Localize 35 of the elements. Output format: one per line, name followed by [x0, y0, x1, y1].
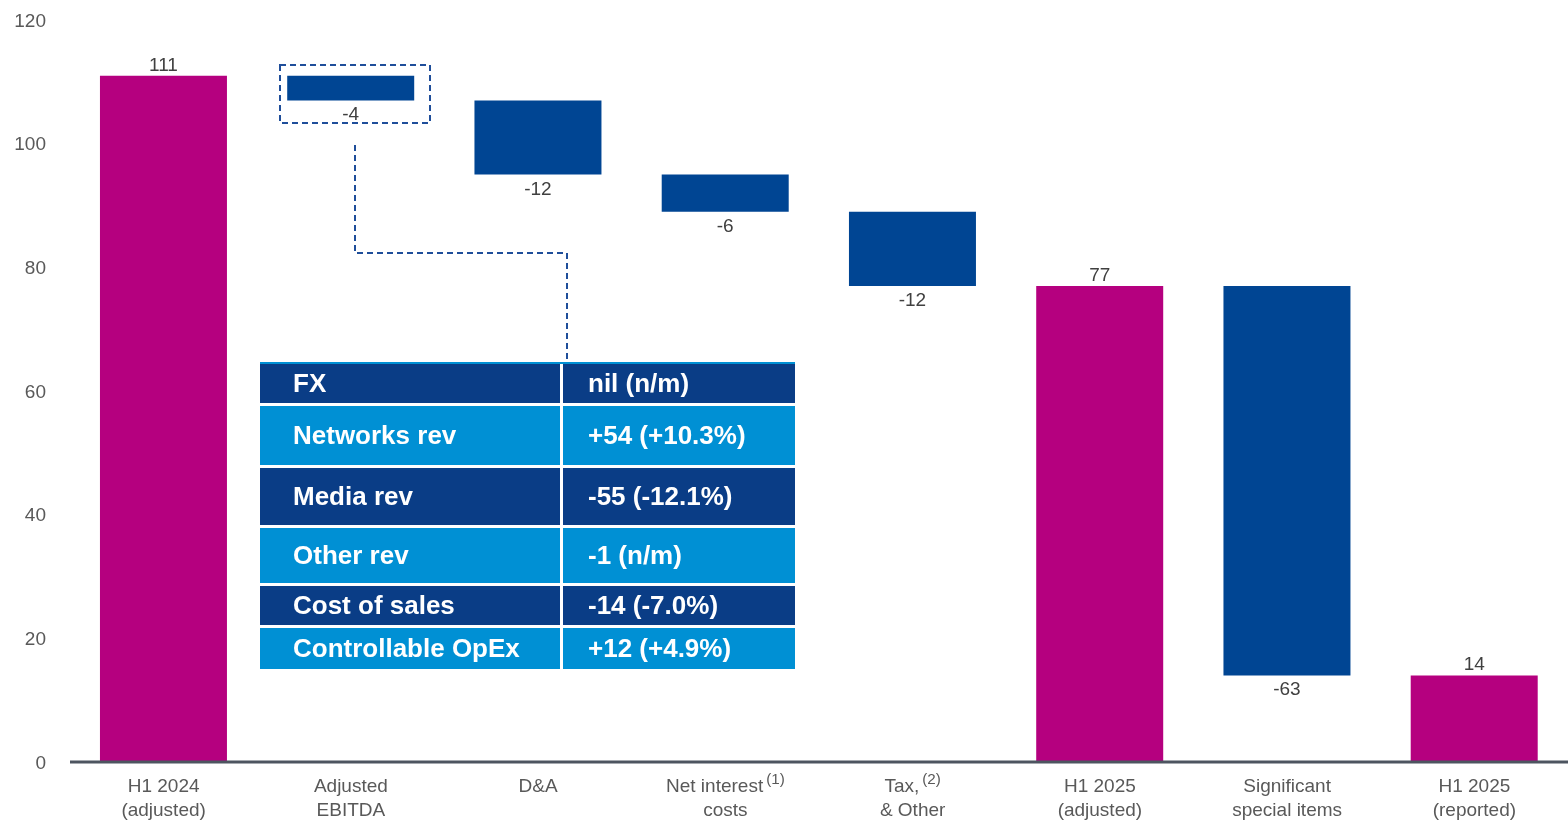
data-label: -4 [342, 103, 360, 125]
data-label: -12 [524, 177, 552, 199]
data-label: -12 [898, 288, 927, 310]
annotation: -55 (-12.1%) [587, 480, 734, 513]
category-label: Net interest$^{(1)}$ costs [666, 769, 785, 820]
annotation: Media rev [260, 468, 563, 525]
data-label: 111 [149, 53, 178, 75]
annotation: Controllable OpEx [260, 628, 563, 669]
annotation: -14 (-7.0%) [587, 589, 720, 622]
y-tick-label: 20 [24, 628, 46, 650]
data-label: -63 [1273, 678, 1301, 700]
annotation: -1 (n/m) [587, 539, 683, 572]
annotation: +12 (+4.9%) [587, 632, 733, 665]
y-tick-label: 0 [35, 751, 46, 773]
y-tick-label: 80 [24, 257, 46, 279]
y-tick-label: 120 [14, 9, 46, 31]
y-tick-label: 40 [24, 504, 46, 526]
annotation: Networks rev [260, 406, 563, 465]
annotation: +54 (+10.3%) [587, 419, 747, 452]
annotation: Other rev [260, 528, 563, 583]
x-tick-label: Adjusted EBITDA [313, 775, 388, 820]
data-label: -6 [716, 214, 734, 236]
x-tick-label: H1 2025 (reported) [1432, 775, 1517, 820]
x-tick-label: H1 2024 (adjusted) [121, 775, 206, 820]
x-tick-label: Tax,$^{(2)}$ & Other [879, 769, 947, 820]
annotation: FX [260, 364, 563, 403]
annotation: Cost of sales [260, 586, 563, 625]
x-tick-label: H1 2025 (adjusted) [1057, 775, 1143, 820]
data-label: 14 [1463, 653, 1486, 675]
y-tick-label: 100 [14, 133, 46, 155]
annotation: nil (n/m) [587, 367, 691, 400]
data-label: 77 [1089, 263, 1111, 285]
y-tick-label: 60 [24, 380, 46, 402]
x-tick-label: Significant special items [1232, 775, 1343, 820]
x-tick-label: D&A [518, 775, 558, 796]
